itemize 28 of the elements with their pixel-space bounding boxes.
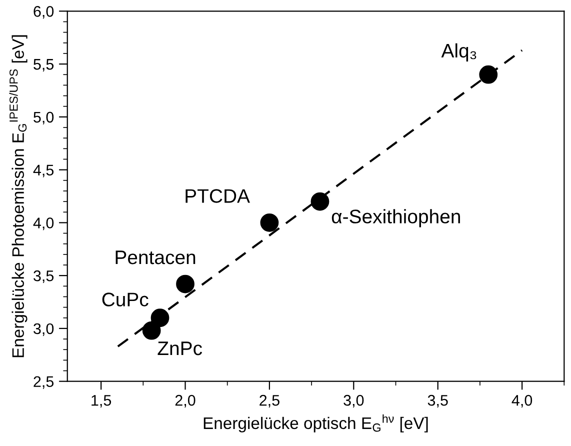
point	[260, 213, 279, 232]
point	[176, 274, 194, 294]
y-tick-label: 4,0	[33, 218, 54, 230]
annotation: α-Sexithiophen	[332, 209, 460, 228]
x-tick-label: 2,0	[175, 394, 196, 408]
point	[150, 308, 170, 328]
x-axis-title: Energielücke optisch E$_{G}$$^{hν}$ [eV]	[204, 414, 428, 432]
annotation: PTCDA	[186, 189, 250, 203]
x-tick-label: 4,0	[512, 394, 532, 408]
x-tick-label: 3,5	[428, 394, 448, 408]
y-tick-label: 3,0	[34, 323, 54, 336]
annotation: CuPc	[102, 292, 148, 306]
point	[142, 321, 161, 340]
y-tick-label: 5,0	[34, 112, 54, 124]
x-tick-label: 3,0	[344, 394, 364, 408]
y-tick-label: 6,0	[34, 6, 54, 19]
y-tick-label: 2,5	[34, 376, 54, 389]
y-axis-title: Energielücke Photoemission E$_{G}$$^{IPES/UPS}$ [eV]	[9, 35, 28, 358]
annotation: Alq₃	[441, 43, 476, 62]
x-tick-label: 2,5	[260, 394, 280, 408]
x-tick-label: 1,5	[92, 395, 112, 408]
y-tick-label: 3,5	[34, 270, 54, 284]
point	[479, 65, 498, 84]
y-tick-label: 5,5	[34, 59, 54, 72]
annotation: Pentacen	[116, 250, 196, 264]
y-tick-label: 4,5	[33, 164, 54, 178]
point	[310, 192, 330, 211]
annotation: ZnPc	[158, 342, 202, 356]
